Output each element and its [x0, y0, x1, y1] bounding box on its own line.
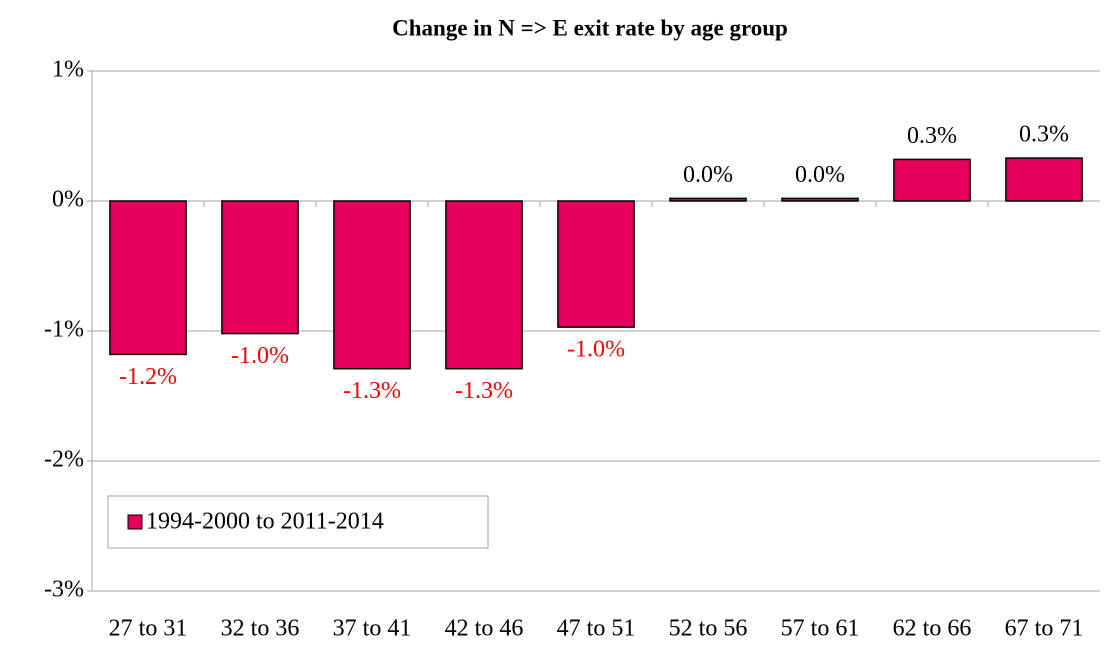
legend-label: 1994-2000 to 2011-2014 [146, 509, 384, 535]
bar [893, 158, 971, 202]
bar [333, 200, 411, 370]
data-label: -1.0% [567, 337, 625, 363]
data-label: -1.0% [231, 343, 289, 369]
x-tick-label: 47 to 51 [557, 616, 636, 642]
legend-box [107, 495, 489, 549]
bar [557, 200, 635, 328]
bar [221, 200, 299, 335]
x-tick-label: 67 to 71 [1005, 616, 1084, 642]
bar [1005, 157, 1083, 202]
y-tick-label: -1% [44, 317, 84, 343]
x-tick-label: 37 to 41 [333, 616, 412, 642]
chart-title: Change in N => E exit rate by age group [392, 15, 788, 40]
data-label: -1.3% [455, 378, 513, 404]
data-label: 0.3% [907, 123, 957, 149]
y-tick-label: 0% [52, 187, 84, 213]
legend: 1994-2000 to 2011-2014 [107, 495, 489, 549]
y-tick-label: 1% [52, 57, 84, 83]
data-label: 0.0% [683, 162, 733, 188]
x-tick-label: 52 to 56 [669, 616, 748, 642]
data-label: -1.3% [343, 378, 401, 404]
data-label: 0.3% [1019, 122, 1069, 148]
data-label: 0.0% [795, 162, 845, 188]
x-tick-label: 27 to 31 [109, 616, 188, 642]
bar [109, 200, 187, 356]
x-tick-label: 57 to 61 [781, 616, 860, 642]
bar [445, 200, 523, 370]
y-tick-label: -2% [44, 447, 84, 473]
x-tick-label: 42 to 46 [445, 616, 524, 642]
y-tick-label: -3% [44, 577, 84, 603]
bar [781, 197, 859, 202]
legend-swatch [127, 514, 143, 530]
bar [669, 197, 747, 202]
data-label: -1.2% [119, 364, 177, 390]
x-tick-label: 32 to 36 [221, 616, 300, 642]
x-tick-label: 62 to 66 [893, 616, 972, 642]
